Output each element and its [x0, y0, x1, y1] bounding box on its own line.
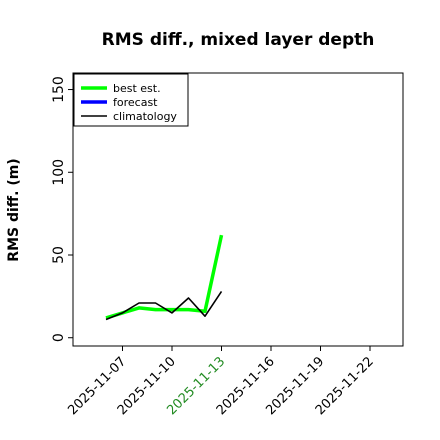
series-line-2	[105, 290, 223, 321]
y-tick-label: 0	[51, 333, 67, 342]
legend-box	[73, 73, 189, 127]
series-line-0	[105, 234, 224, 320]
chart-title: RMS diff., mixed layer depth	[102, 30, 375, 50]
y-tick-label: 150	[51, 76, 67, 103]
plot-frame	[72, 72, 404, 347]
legend-label: best est.	[113, 82, 161, 95]
y-tick-label: 50	[51, 246, 67, 264]
y-tick-label: 100	[51, 159, 67, 186]
legend-label: climatology	[113, 110, 177, 123]
legend-label: forecast	[113, 96, 158, 109]
y-axis-label: RMS diff. (m)	[6, 158, 22, 261]
